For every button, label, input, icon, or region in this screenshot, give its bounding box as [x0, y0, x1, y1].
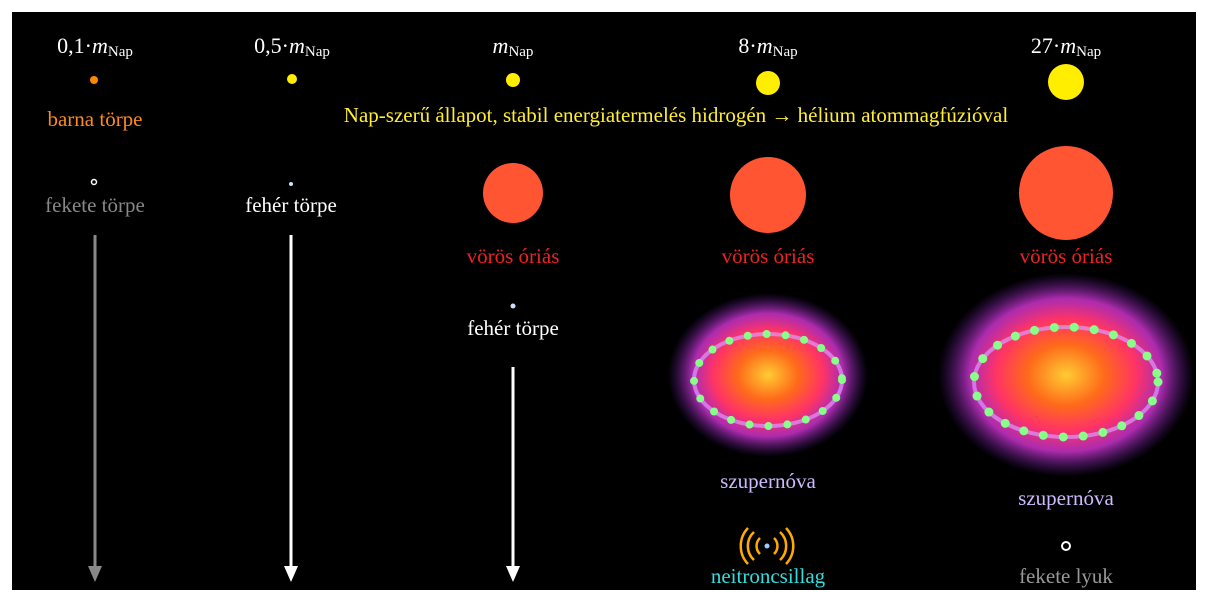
red-giant — [1019, 146, 1113, 240]
diagram: 0,1·mNap 0,5·mNap mNap 8·mNap 27·mNap ba… — [0, 0, 1206, 599]
star — [90, 76, 98, 84]
subscript: Nap — [773, 44, 798, 60]
stage-label: barna törpe — [47, 107, 142, 131]
red-giant — [483, 163, 543, 223]
symbol: m — [1060, 33, 1076, 58]
supernova — [938, 273, 1194, 477]
stage-label: vörös óriás — [1020, 244, 1113, 268]
star — [756, 71, 780, 95]
symbol: m — [289, 33, 305, 58]
stage-label: vörös óriás — [467, 244, 560, 268]
stage-label: fekete törpe — [45, 193, 145, 217]
note: Nap-szerű állapot, stabil energiatermelé… — [344, 103, 1009, 127]
symbol: m — [92, 33, 108, 58]
white-dwarf — [511, 304, 516, 309]
stage-label: fehér törpe — [467, 316, 559, 340]
coefficient: 0,5· — [254, 33, 289, 58]
red-giant — [730, 157, 806, 233]
supernova — [668, 293, 868, 457]
star — [1048, 64, 1084, 100]
coefficient: 27· — [1031, 33, 1060, 58]
stage-label: fekete lyuk — [1019, 564, 1113, 588]
subscript: Nap — [1076, 44, 1101, 60]
symbol: m — [757, 33, 773, 58]
stage-label: vörös óriás — [722, 244, 815, 268]
white-dwarf — [289, 182, 293, 186]
symbol: m — [493, 33, 509, 58]
subscript: Nap — [305, 44, 330, 60]
stage-label: szupernóva — [1018, 486, 1114, 510]
coefficient: 0,1· — [57, 33, 92, 58]
nebula — [668, 293, 868, 457]
stage-label: szupernóva — [720, 469, 816, 493]
coefficient: 8· — [738, 33, 756, 58]
stage-label: fehér törpe — [245, 193, 337, 217]
star — [287, 74, 297, 84]
stage-label: neitroncsillag — [711, 564, 826, 588]
subscript: Nap — [108, 44, 133, 60]
subscript: Nap — [508, 44, 533, 60]
star — [506, 73, 520, 87]
